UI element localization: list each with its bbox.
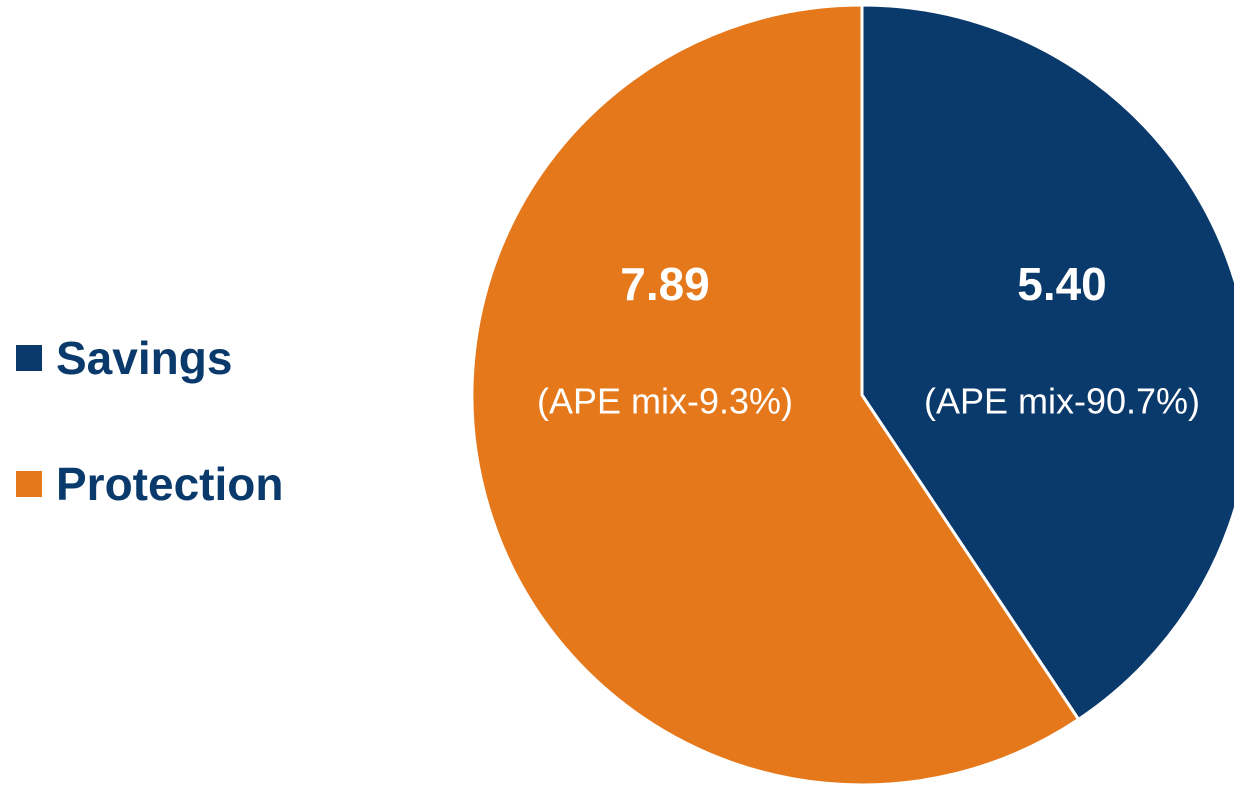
legend-label-savings: Savings: [56, 332, 233, 384]
value-label-savings: 5.40: [1017, 258, 1107, 310]
legend: Savings Protection: [16, 328, 283, 514]
legend-swatch-protection: [16, 471, 42, 497]
mix-label-protection: (APE mix-9.3%): [537, 381, 793, 422]
legend-label-protection: Protection: [56, 458, 284, 510]
value-label-protection: 7.89: [620, 258, 710, 310]
legend-item-protection: Protection: [16, 454, 283, 514]
pie-slice-protection: [470, 3, 1081, 786]
mix-label-savings: (APE mix-90.7%): [924, 381, 1200, 422]
legend-swatch-savings: [16, 345, 42, 371]
pie-slice-savings: [860, 3, 1234, 721]
legend-item-savings: Savings: [16, 328, 283, 388]
